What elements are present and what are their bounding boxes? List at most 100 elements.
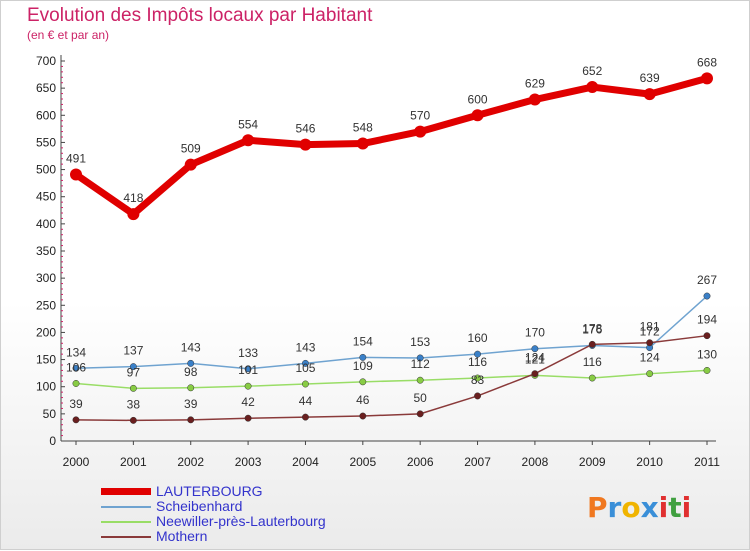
- data-label-scheibenhard: 176: [582, 322, 602, 336]
- data-point-mothern: [129, 416, 137, 424]
- data-point-scheibenhard: [474, 350, 481, 358]
- chart-legend: LAUTERBOURG Scheibenhard Neewiller-près-La…: [101, 484, 326, 544]
- data-label-mothern: 50: [414, 391, 428, 405]
- data-label-scheibenhard: 134: [66, 345, 86, 359]
- data-point-neewiller-pr-s-lauterbourg: [244, 382, 252, 390]
- data-label-lauterbourg: 548: [353, 121, 373, 135]
- data-point-mothern: [359, 412, 367, 420]
- data-point-lauterbourg: [70, 168, 82, 181]
- data-point-scheibenhard: [359, 353, 367, 361]
- data-point-mothern: [72, 416, 80, 424]
- data-label-scheibenhard: 143: [295, 340, 315, 354]
- data-label-lauterbourg: 600: [468, 92, 488, 106]
- data-point-lauterbourg: [242, 134, 255, 147]
- y-tick-label: 50: [43, 407, 57, 421]
- y-tick-label: 350: [36, 244, 56, 258]
- x-tick-label: 2004: [292, 455, 319, 469]
- data-point-neewiller-pr-s-lauterbourg: [359, 378, 367, 386]
- data-point-lauterbourg: [184, 158, 197, 171]
- data-label-neewiller-pr-s-lauterbourg: 97: [127, 365, 141, 379]
- y-tick-label: 300: [36, 271, 56, 285]
- data-point-mothern: [646, 339, 654, 347]
- y-tick-label: 250: [36, 298, 56, 312]
- series-line-mothern: [75, 334, 708, 422]
- data-point-mothern: [302, 413, 309, 421]
- data-point-scheibenhard: [72, 364, 80, 372]
- data-label-mothern: 178: [582, 321, 602, 335]
- data-label-neewiller-pr-s-lauterbourg: 116: [583, 355, 602, 369]
- legend-item: Neewiller-près-Lauterbourg: [101, 514, 326, 529]
- series-line-lauterbourg: [72, 74, 711, 218]
- legend-label: Scheibenhard: [156, 498, 243, 514]
- data-point-neewiller-pr-s-lauterbourg: [703, 366, 711, 374]
- data-point-lauterbourg: [299, 138, 312, 151]
- y-tick-label: 700: [36, 54, 56, 68]
- data-point-neewiller-pr-s-lauterbourg: [302, 380, 309, 388]
- x-tick-label: 2010: [636, 455, 663, 469]
- data-point-neewiller-pr-s-lauterbourg: [588, 374, 596, 382]
- data-label-neewiller-pr-s-lauterbourg: 121: [525, 352, 545, 366]
- data-point-lauterbourg: [643, 88, 656, 101]
- data-label-lauterbourg: 491: [66, 151, 86, 165]
- data-point-neewiller-pr-s-lauterbourg: [187, 384, 195, 392]
- data-point-neewiller-pr-s-lauterbourg: [646, 370, 654, 378]
- data-label-scheibenhard: 133: [238, 346, 258, 360]
- data-label-mothern: 83: [471, 373, 485, 387]
- series-line-scheibenhard: [75, 295, 708, 370]
- chart-title: Evolution des Impôts locaux par Habitant: [27, 5, 373, 26]
- x-tick-label: 2005: [349, 455, 376, 469]
- x-tick-label: 2002: [177, 455, 204, 469]
- data-label-mothern: 46: [356, 393, 370, 407]
- legend-swatch: [101, 520, 151, 523]
- chart-subtitle: (en € et par an): [27, 28, 110, 42]
- data-label-neewiller-pr-s-lauterbourg: 130: [697, 347, 717, 361]
- data-label-neewiller-pr-s-lauterbourg: 112: [411, 357, 430, 371]
- data-label-scheibenhard: 137: [123, 344, 143, 358]
- data-label-scheibenhard: 154: [353, 334, 373, 348]
- data-label-mothern: 124: [525, 351, 545, 365]
- data-point-mothern: [531, 370, 539, 378]
- logo-text: Proxiti: [587, 491, 691, 524]
- data-point-neewiller-pr-s-lauterbourg: [474, 374, 481, 382]
- x-tick-label: 2007: [464, 455, 491, 469]
- data-point-mothern: [474, 392, 481, 400]
- legend-swatch: [101, 505, 151, 508]
- data-label-lauterbourg: 546: [295, 122, 315, 136]
- legend-label: LAUTERBOURG: [156, 483, 263, 499]
- x-tick-label: 2011: [694, 455, 720, 469]
- data-point-mothern: [588, 340, 596, 348]
- data-label-neewiller-pr-s-lauterbourg: 101: [238, 363, 258, 377]
- data-point-scheibenhard: [302, 359, 309, 367]
- legend-swatch: [101, 535, 151, 538]
- data-point-lauterbourg: [471, 109, 484, 122]
- data-point-lauterbourg: [586, 81, 599, 94]
- data-point-lauterbourg: [414, 125, 427, 138]
- data-point-mothern: [703, 332, 711, 340]
- legend-item: Scheibenhard: [101, 499, 326, 514]
- y-tick-label: 550: [36, 135, 56, 149]
- x-tick-label: 2009: [579, 455, 606, 469]
- data-label-mothern: 38: [127, 397, 141, 411]
- data-label-mothern: 42: [241, 395, 255, 409]
- series-line-neewiller-pr-s-lauterbourg: [75, 369, 708, 390]
- data-point-scheibenhard: [187, 359, 195, 367]
- data-label-lauterbourg: 652: [582, 64, 602, 78]
- data-point-scheibenhard: [531, 345, 539, 353]
- legend-item: LAUTERBOURG: [101, 484, 326, 499]
- data-point-neewiller-pr-s-lauterbourg: [129, 384, 137, 392]
- x-tick-label: 2003: [235, 455, 262, 469]
- data-label-scheibenhard: 267: [697, 273, 717, 287]
- legend-item: Mothern: [101, 529, 326, 544]
- data-label-mothern: 39: [69, 397, 83, 411]
- data-label-neewiller-pr-s-lauterbourg: 105: [295, 361, 315, 375]
- data-point-scheibenhard: [703, 292, 711, 300]
- y-tick-label: 600: [36, 108, 56, 122]
- data-label-scheibenhard: 153: [410, 335, 430, 349]
- y-tick-label: 200: [36, 325, 56, 339]
- data-label-lauterbourg: 570: [410, 109, 430, 123]
- data-point-mothern: [416, 410, 424, 418]
- x-tick-label: 2008: [522, 455, 549, 469]
- y-tick-label: 100: [36, 380, 56, 394]
